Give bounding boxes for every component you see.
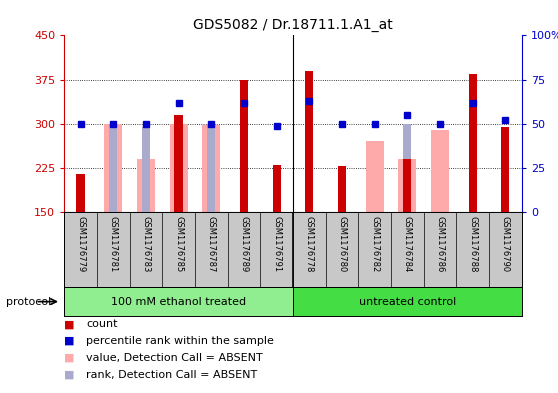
Text: ■: ■ <box>64 370 75 380</box>
Text: GSM1176791: GSM1176791 <box>272 216 281 272</box>
Text: GSM1176784: GSM1176784 <box>403 216 412 272</box>
Text: GSM1176783: GSM1176783 <box>141 216 150 272</box>
Text: untreated control: untreated control <box>359 297 456 307</box>
Text: percentile rank within the sample: percentile rank within the sample <box>86 336 275 346</box>
Text: GSM1176781: GSM1176781 <box>109 216 118 272</box>
Bar <box>207 124 215 212</box>
Bar <box>137 159 155 212</box>
Bar <box>240 79 248 212</box>
Text: GSM1176788: GSM1176788 <box>468 216 477 272</box>
Text: GSM1176782: GSM1176782 <box>370 216 379 272</box>
Bar <box>403 124 411 212</box>
Text: ■: ■ <box>64 353 75 363</box>
Bar <box>403 159 411 212</box>
Bar <box>76 174 85 212</box>
Text: value, Detection Call = ABSENT: value, Detection Call = ABSENT <box>86 353 263 363</box>
Bar <box>365 141 384 212</box>
Text: ■: ■ <box>64 319 75 329</box>
Bar <box>469 73 477 212</box>
Bar <box>104 124 122 212</box>
Bar <box>431 130 449 212</box>
Text: GSM1176785: GSM1176785 <box>174 216 183 272</box>
Text: protocol: protocol <box>6 297 51 307</box>
Text: GSM1176787: GSM1176787 <box>207 216 216 272</box>
Bar <box>170 124 187 212</box>
Title: GDS5082 / Dr.18711.1.A1_at: GDS5082 / Dr.18711.1.A1_at <box>193 18 393 31</box>
Text: GSM1176789: GSM1176789 <box>239 216 248 272</box>
Bar <box>398 159 416 212</box>
Text: count: count <box>86 319 118 329</box>
Bar <box>469 124 477 212</box>
Text: GSM1176778: GSM1176778 <box>305 216 314 272</box>
Text: rank, Detection Call = ABSENT: rank, Detection Call = ABSENT <box>86 370 258 380</box>
Bar <box>293 287 522 316</box>
Bar <box>142 127 150 212</box>
Bar <box>272 165 281 212</box>
Text: ■: ■ <box>64 336 75 346</box>
Text: GSM1176790: GSM1176790 <box>501 216 510 272</box>
Bar <box>501 127 509 212</box>
Text: 100 mM ethanol treated: 100 mM ethanol treated <box>111 297 246 307</box>
Text: GSM1176786: GSM1176786 <box>436 216 445 272</box>
Text: GSM1176779: GSM1176779 <box>76 216 85 272</box>
Bar <box>64 287 293 316</box>
Bar <box>240 118 248 212</box>
Bar <box>338 166 346 212</box>
Bar <box>202 125 220 212</box>
Bar <box>175 115 182 212</box>
Text: GSM1176780: GSM1176780 <box>338 216 347 272</box>
Bar <box>109 124 117 212</box>
Bar <box>305 71 314 212</box>
